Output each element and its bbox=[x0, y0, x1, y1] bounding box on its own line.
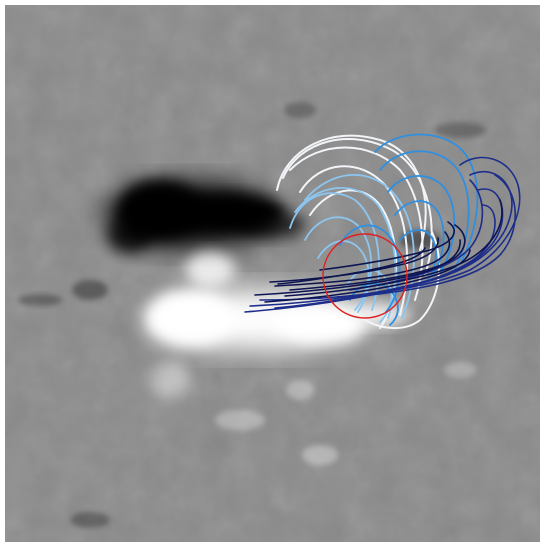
field-line bbox=[289, 146, 424, 301]
field-line bbox=[289, 192, 380, 311]
field-line bbox=[319, 221, 455, 271]
field-line bbox=[277, 247, 426, 285]
field-line bbox=[339, 224, 401, 313]
field-line bbox=[274, 231, 451, 287]
field-line bbox=[259, 156, 521, 301]
field-line bbox=[269, 237, 439, 283]
field-line bbox=[361, 231, 441, 330]
positive-polarity-region bbox=[145, 252, 476, 465]
field-line bbox=[254, 239, 461, 296]
field-line bbox=[399, 229, 437, 284]
field-line bbox=[387, 175, 456, 273]
red-marker-circle bbox=[322, 233, 408, 319]
field-line bbox=[289, 224, 466, 291]
field-line bbox=[359, 174, 517, 297]
field-line bbox=[284, 199, 503, 297]
field-line bbox=[276, 134, 427, 251]
negative-polarity-region bbox=[18, 102, 486, 528]
field-line bbox=[274, 204, 496, 309]
field-lines bbox=[244, 133, 521, 330]
field-line bbox=[374, 133, 479, 261]
